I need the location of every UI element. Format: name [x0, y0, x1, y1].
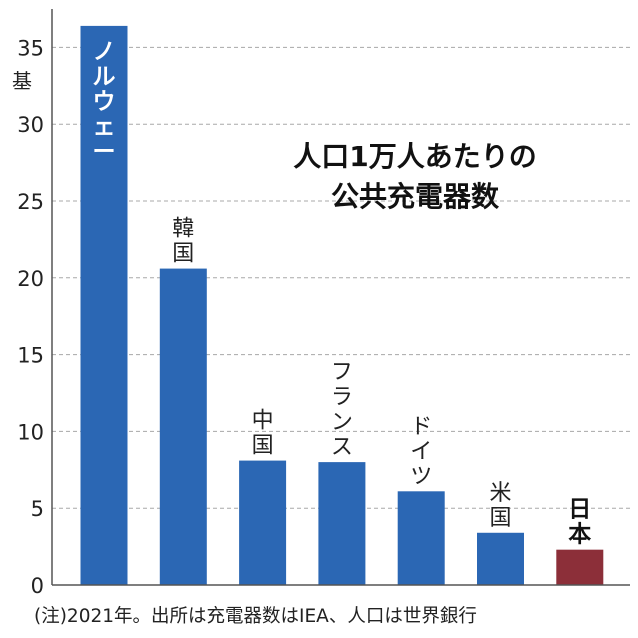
y-tick-label: 0	[31, 574, 44, 598]
category-label: ノルウェー	[93, 39, 116, 165]
y-tick-label: 15	[17, 344, 44, 368]
category-label: 日本	[568, 497, 591, 548]
bars	[80, 25, 604, 586]
axes	[51, 9, 630, 586]
bar	[239, 460, 287, 585]
category-label: 韓国	[172, 217, 194, 267]
bar	[477, 532, 524, 585]
bar	[80, 25, 128, 586]
bar	[556, 549, 604, 585]
chart-title-line-1: 人口1万人あたりの	[293, 140, 536, 173]
source-note: (注)2021年。出所は充電器数はIEA、人口は世界銀行	[34, 606, 477, 627]
y-tick-label: 5	[31, 497, 44, 521]
category-label: 米国	[489, 481, 511, 531]
unit-label: 基	[12, 69, 32, 93]
y-tick-label: 35	[17, 36, 44, 60]
category-label: ドイツ	[410, 414, 432, 489]
y-tick-label: 10	[17, 420, 44, 444]
bar	[318, 462, 366, 585]
bar	[397, 491, 445, 585]
y-tick-label: 20	[17, 267, 44, 291]
y-tick-label: 30	[17, 113, 44, 137]
category-label: 中国	[252, 409, 274, 459]
chart-title-line-2: 公共充電器数	[331, 180, 500, 213]
y-tick-label: 25	[17, 190, 44, 214]
category-label: フランス	[331, 360, 353, 460]
bar	[159, 268, 207, 585]
